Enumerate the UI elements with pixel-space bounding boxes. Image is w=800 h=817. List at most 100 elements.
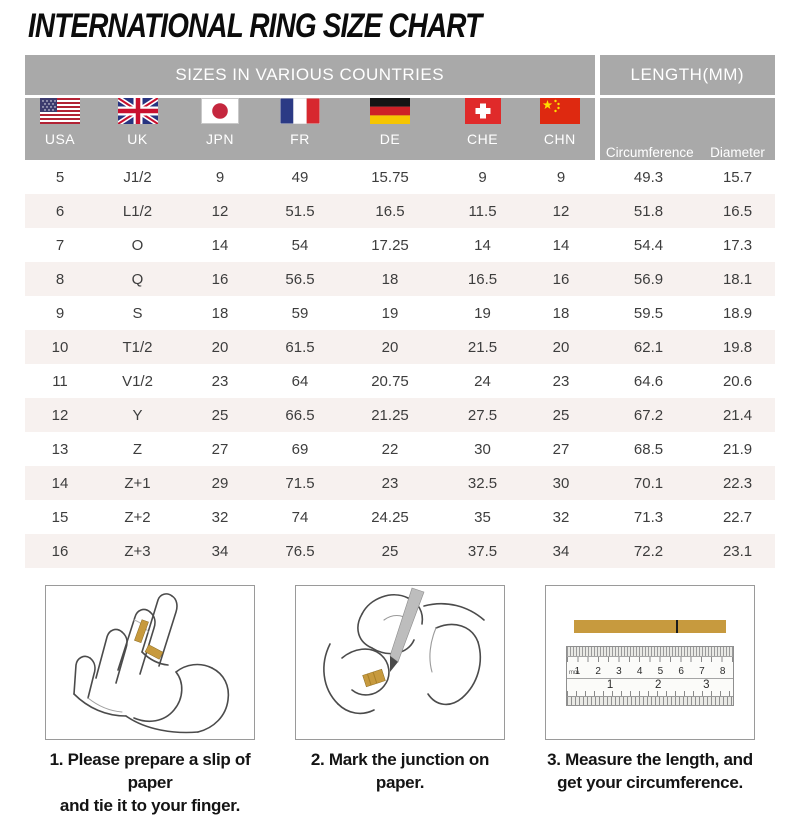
table-row: 11 V1/2 23 64 20.75 24 23 64.6 20.6	[25, 364, 775, 398]
cell: 27	[552, 440, 570, 458]
table-row: 5 J1/2 9 49 15.75 9 9 49.3 15.7	[25, 160, 775, 194]
cell: 19.8	[722, 338, 753, 356]
cell: 16.5	[375, 202, 405, 220]
table-row: 13 Z 27 69 22 30 27 68.5 21.9	[25, 432, 775, 466]
cell: O	[131, 236, 144, 254]
cell: 24	[474, 372, 491, 390]
country-code-label: JPN	[206, 131, 234, 147]
ruler-inch-number: 3	[703, 678, 710, 691]
column-header-uk: UK	[95, 96, 180, 160]
cell: 64.6	[633, 372, 664, 390]
cell: 15.7	[722, 168, 753, 186]
step-3-caption: 3. Measure the length, and get your circ…	[545, 748, 755, 794]
cell: 20	[552, 338, 570, 356]
cell: 14	[51, 474, 69, 492]
cell: 72.2	[633, 542, 664, 560]
cell: 15.75	[371, 168, 409, 186]
cell: 30	[474, 440, 491, 458]
cell: 32.5	[467, 474, 498, 492]
cell: 16	[51, 542, 69, 560]
cell: 11.5	[468, 202, 497, 220]
cell: 12	[552, 202, 570, 220]
cell: 22.7	[722, 508, 753, 526]
cell: 9	[478, 168, 487, 186]
caption-line: 3. Measure the length, and	[547, 750, 753, 769]
cell: 32	[552, 508, 570, 526]
cell: 66.5	[285, 406, 315, 424]
cell: 20.75	[371, 372, 409, 390]
ring-size-table: SIZES IN VARIOUS COUNTRIES LENGTH(MM) US…	[25, 55, 776, 568]
cell: 16.5	[467, 270, 498, 288]
cell: 9	[556, 168, 566, 186]
hand-with-paper-illustration	[73, 593, 230, 734]
cell: 5	[55, 168, 65, 186]
cell: 6	[55, 202, 65, 220]
france-flag-icon	[260, 98, 340, 124]
cell: 16.5	[722, 202, 753, 220]
cell: Z	[132, 440, 143, 458]
cell: 21.4	[722, 406, 753, 424]
column-header-jpn: JPN	[180, 96, 260, 160]
cell: 9	[55, 304, 65, 322]
step-2: 2. Mark the junction on paper.	[295, 585, 505, 817]
cell: Q	[131, 270, 144, 288]
group-header-row: SIZES IN VARIOUS COUNTRIES LENGTH(MM)	[25, 55, 776, 98]
country-code-label: CHN	[543, 131, 576, 147]
cell: Z+2	[124, 508, 151, 526]
cell: 51.5	[285, 202, 315, 220]
ruler-cm-number: 5	[657, 665, 664, 677]
paper-strip	[574, 619, 726, 633]
cell: 19	[381, 304, 399, 322]
cell: 19	[474, 304, 491, 322]
cell: 49	[291, 168, 309, 186]
ring-size-table-container: SIZES IN VARIOUS COUNTRIES LENGTH(MM) US…	[25, 55, 776, 568]
country-code-label: CHE	[466, 131, 499, 147]
cell: 8	[55, 270, 65, 288]
ruler-cm-number: 1	[574, 665, 581, 677]
germany-flag-icon	[340, 98, 440, 124]
ruler-cm-number: 7	[699, 665, 705, 677]
cell: 34	[552, 542, 570, 560]
cell: 21.9	[722, 440, 753, 458]
cell: 18	[552, 304, 570, 322]
table-row: 16 Z+3 34 76.5 25 37.5 34 72.2 23.1	[25, 534, 776, 568]
cell: 59.5	[633, 304, 664, 322]
cell: 25	[381, 542, 399, 560]
cell: 35	[474, 508, 491, 526]
column-header-diameter: Diameter	[700, 96, 776, 160]
ruler-cm-scale: mm 1 2 3 4 5 6 7 8	[567, 655, 733, 678]
cell: 22.3	[722, 474, 753, 492]
cell: 56.9	[633, 270, 664, 288]
table-row: 9 S 18 59 19 19 18 59.5 18.9	[25, 296, 775, 330]
step-2-caption: 2. Mark the junction on paper.	[295, 748, 505, 794]
cell: 20	[211, 338, 229, 356]
ruler-bottom-edge	[567, 695, 733, 705]
cell: 24.25	[371, 508, 409, 526]
cell: 12	[51, 406, 69, 424]
cell: 49.3	[633, 168, 664, 186]
cell: 23.1	[722, 542, 753, 560]
country-code-label: USA	[44, 131, 76, 147]
china-flag-icon	[525, 98, 595, 124]
cell: 25	[552, 406, 570, 424]
japan-flag-icon	[180, 98, 260, 124]
step-1: 1. Please prepare a slip of paper and ti…	[45, 585, 255, 817]
cell: 37.5	[467, 542, 498, 560]
instruction-steps: 1. Please prepare a slip of paper and ti…	[45, 585, 755, 817]
column-header-che: CHE	[440, 96, 525, 160]
ruler-inch-number: 1	[606, 678, 614, 691]
cell: 71.3	[633, 508, 664, 526]
cell: 20	[381, 338, 399, 356]
step-1-illustration-box	[45, 585, 255, 740]
ruler-cm-number: 2	[595, 665, 601, 677]
cell: Y	[132, 406, 143, 424]
cell: 14	[552, 236, 570, 254]
cell: 23	[552, 372, 570, 390]
cell: 59	[291, 304, 309, 322]
cell: 18.9	[722, 304, 753, 322]
ruler-cm-number: 3	[616, 665, 622, 677]
cell: Z+3	[124, 542, 151, 560]
cell: 17.3	[722, 236, 753, 254]
